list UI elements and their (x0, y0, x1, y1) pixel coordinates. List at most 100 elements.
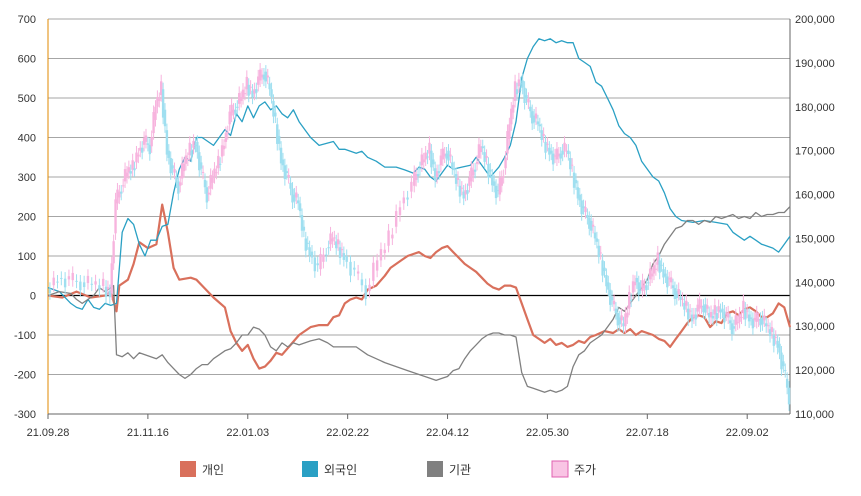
candle-body (551, 153, 555, 165)
legend-label: 기관 (449, 463, 471, 477)
y2-tick-label: 120,000 (795, 365, 835, 377)
candle-body (618, 317, 621, 325)
candle-body (757, 318, 760, 321)
candle-body (685, 300, 688, 306)
candle-body (626, 312, 629, 318)
candle-body (220, 145, 224, 157)
candle-body (211, 177, 214, 183)
candle-body (413, 172, 416, 186)
y-tick-label: 100 (18, 251, 36, 263)
candle-body (485, 155, 488, 158)
candle-body (86, 275, 90, 284)
y-tick-label: 500 (18, 93, 36, 105)
candle-body (508, 124, 511, 139)
candle-body (394, 211, 398, 227)
candle-body (569, 157, 572, 170)
candle-body (751, 318, 755, 329)
candle-body (422, 159, 425, 163)
candle-body (98, 285, 101, 290)
legend-item[interactable]: 주가 (551, 460, 596, 478)
candle-body (738, 313, 741, 322)
candle-body (260, 74, 264, 78)
candle-body (601, 260, 604, 276)
candle-body (428, 142, 431, 154)
candle-body (308, 247, 311, 256)
candle-body (451, 162, 454, 169)
legend-swatch (427, 461, 443, 477)
candle-body (641, 280, 644, 292)
candle-body (264, 71, 268, 82)
candle-body (532, 115, 536, 123)
candle-body (402, 197, 405, 204)
candle-body (481, 146, 484, 149)
candle-body (327, 247, 330, 249)
candle-body (671, 285, 675, 289)
y-tick-label: 0 (30, 291, 36, 303)
candle-body (127, 167, 131, 173)
candle-body (517, 79, 521, 87)
candle-body (203, 179, 207, 188)
candle-body (557, 153, 561, 157)
candle-body (479, 146, 483, 153)
candle-body (515, 89, 519, 95)
candle-body (536, 121, 540, 125)
candle-body (345, 256, 348, 262)
candle-body (268, 83, 271, 90)
x-tick-label: 22.05.30 (526, 427, 569, 439)
candle-body (473, 169, 477, 172)
candle-body (763, 315, 766, 321)
candle-body (681, 298, 684, 300)
candle-body (647, 282, 650, 284)
candle-body (283, 165, 287, 180)
candle-body (333, 237, 336, 239)
candle-body (780, 352, 783, 370)
candle-body (437, 171, 441, 174)
candle-body (477, 144, 481, 158)
candle-body (652, 265, 656, 274)
candle-body (316, 263, 319, 266)
candle-body (696, 304, 699, 312)
candle-body (253, 89, 256, 94)
candle-body (293, 194, 296, 202)
legend-label: 개인 (202, 463, 224, 477)
candle-body (270, 89, 273, 97)
candle-body (787, 387, 791, 405)
candle-body (529, 106, 532, 112)
candle-body (563, 142, 566, 151)
legend-item[interactable]: 개인 (180, 461, 224, 477)
candle-body (531, 111, 534, 124)
x-tick-label: 21.11.16 (127, 427, 169, 439)
candle-body (368, 284, 371, 292)
candle-body (228, 111, 231, 125)
candle-body (629, 299, 633, 301)
candle-body (578, 194, 581, 201)
candle-body (772, 335, 776, 346)
candle-body (622, 323, 625, 327)
legend[interactable]: 개인 외국인 기관 주가 (180, 460, 596, 478)
candle-body (521, 80, 524, 88)
candle-body (468, 177, 471, 186)
candle-body (175, 177, 178, 182)
candle-body (239, 98, 243, 101)
candle-body (302, 226, 306, 231)
candle-body (142, 137, 146, 145)
candle-body (559, 153, 562, 159)
legend-item[interactable]: 외국인 (302, 461, 357, 477)
candle-body (719, 310, 722, 313)
candle-body (603, 267, 606, 272)
candle-body (605, 275, 608, 287)
candle-body (439, 155, 443, 166)
candle-body (205, 187, 209, 203)
legend-label: 주가 (574, 463, 596, 477)
candle-body (715, 313, 718, 320)
candle-body (489, 169, 492, 172)
candle-body (383, 249, 386, 254)
candle-body (56, 281, 59, 283)
candle-body (249, 86, 252, 88)
legend-item[interactable]: 기관 (427, 461, 471, 477)
candle-body (123, 169, 127, 182)
candle-body (184, 155, 188, 164)
candle-body (420, 154, 424, 166)
candle-body (534, 113, 538, 119)
